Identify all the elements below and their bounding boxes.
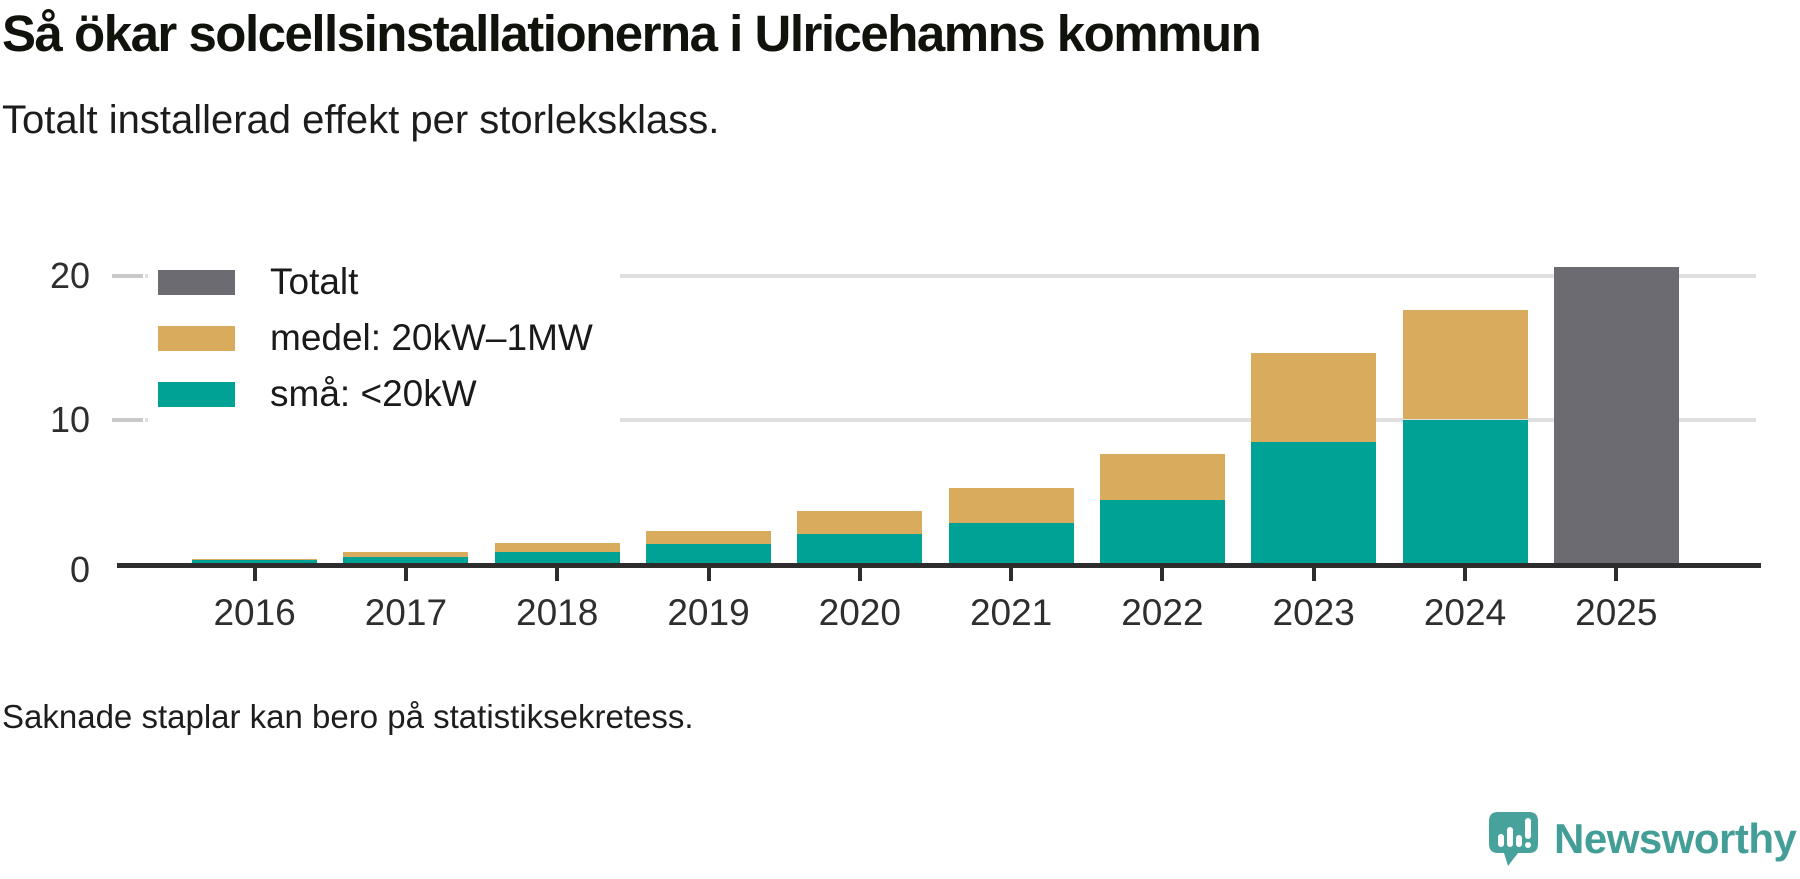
x-axis-label-2025: 2025 (1575, 592, 1658, 633)
x-axis-label-2016: 2016 (213, 592, 296, 633)
bar-segment-små-2020 (797, 534, 923, 563)
x-axis-label-2017: 2017 (364, 592, 448, 633)
y-axis-tick-20 (112, 274, 143, 278)
bar-segment-små-2016 (192, 560, 318, 563)
legend-item-medel: medel: 20kW–1MW (158, 310, 620, 366)
bar-segment-medel-2016 (192, 558, 318, 561)
x-axis-tick-2017 (403, 568, 408, 581)
x-axis-label-2019: 2019 (667, 592, 750, 633)
legend-item-totalt: Totalt (158, 254, 620, 310)
newsworthy-logo: Newsworthy (1487, 810, 1797, 868)
bar-segment-små-2021 (948, 522, 1074, 563)
y-axis-label-0: 0 (69, 549, 90, 590)
bar-segment-små-2017 (343, 557, 469, 563)
x-axis-label-2022: 2022 (1121, 592, 1204, 633)
bar-segment-Totalt-2025 (1553, 267, 1679, 563)
bar-segment-små-2023 (1251, 442, 1377, 563)
y-axis-label-10: 10 (49, 398, 90, 440)
x-axis-tick-2018 (555, 568, 560, 581)
chart-footnote: Saknade staplar kan bero på statistiksek… (2, 698, 694, 735)
legend-label: små: <20kW (270, 373, 477, 414)
bar-segment-medel-2018 (494, 542, 620, 552)
bar-segment-medel-2020 (797, 511, 923, 535)
x-axis-line (117, 563, 1761, 568)
bar-segment-medel-2019 (646, 531, 771, 545)
x-axis-tick-2023 (1311, 568, 1316, 581)
x-axis-tick-2021 (1009, 568, 1014, 581)
x-axis-label-2018: 2018 (516, 592, 599, 633)
page-title: Så ökar solcellsinstallationerna i Ulric… (2, 5, 1262, 62)
bar-segment-små-2022 (1099, 499, 1225, 563)
bar-segment-medel-2023 (1251, 353, 1377, 443)
bar-segment-små-2019 (646, 544, 771, 563)
y-axis-tick-10 (112, 417, 143, 422)
bar-segment-medel-2022 (1099, 453, 1225, 500)
gridline-10 (145, 417, 1756, 422)
x-axis-label-2020: 2020 (818, 592, 901, 633)
x-axis-label-2021: 2021 (969, 592, 1053, 633)
x-axis-tick-2025 (1614, 568, 1619, 581)
newsworthy-logo-icon (1489, 812, 1538, 866)
x-axis-tick-2019 (706, 568, 711, 581)
x-axis-tick-2016 (252, 568, 257, 581)
bar-segment-medel-2017 (343, 551, 469, 558)
gridline-20 (145, 274, 1756, 278)
legend-item-sma: små: <20kW (158, 366, 620, 422)
newsworthy-wordmark: Newsworthy (1554, 815, 1797, 862)
legend-swatch-totalt (158, 269, 235, 295)
y-axis-label-20: 20 (49, 255, 90, 296)
legend-swatch-sma (158, 381, 235, 407)
chart-legend: Totalt medel: 20kW–1MW små: <20kW (148, 250, 620, 430)
page-subtitle: Totalt installerad effekt per storlekskl… (2, 98, 720, 142)
bar-segment-små-2024 (1402, 419, 1528, 563)
legend-label: medel: 20kW–1MW (270, 317, 593, 358)
legend-swatch-medel (158, 325, 235, 351)
bar-segment-medel-2021 (948, 488, 1074, 523)
x-axis-tick-2022 (1160, 568, 1165, 581)
x-axis-tick-2024 (1463, 568, 1467, 581)
x-axis-label-2024: 2024 (1423, 592, 1507, 633)
legend-label: Totalt (270, 261, 359, 302)
x-axis-tick-2020 (857, 568, 862, 581)
x-axis-label-2023: 2023 (1272, 592, 1355, 633)
bar-segment-medel-2024 (1402, 310, 1528, 420)
bar-segment-små-2018 (494, 551, 620, 563)
